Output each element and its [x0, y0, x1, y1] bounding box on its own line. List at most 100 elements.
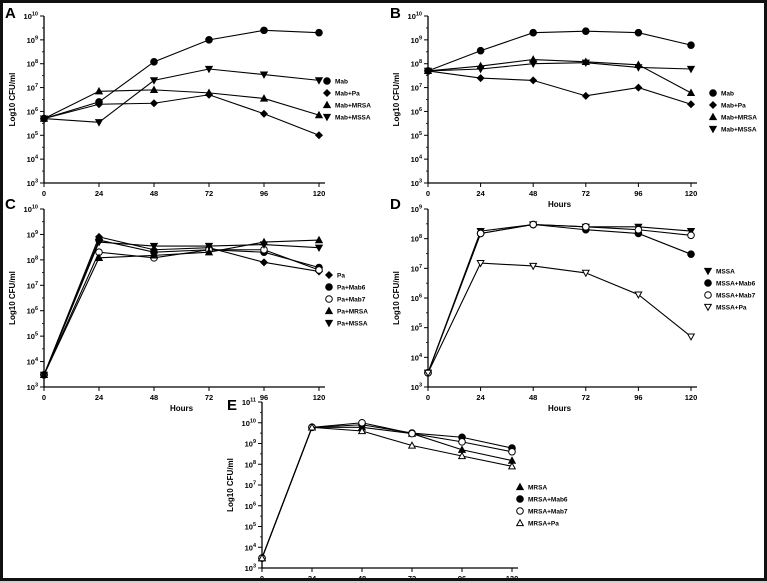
panel-b-legend: Mab Mab+Pa Mab+MRSA Mab+MSSA — [708, 89, 757, 134]
panel-d-data-point — [581, 269, 590, 278]
panel-c-x-tick-label: 48 — [150, 393, 158, 402]
panel-b-x-axis-title: Hours — [548, 200, 572, 209]
panel-d-data-point — [634, 291, 643, 299]
panel-d-data-point — [687, 231, 695, 240]
panel-c-legend-marker — [324, 319, 334, 328]
panel-a-data-point — [259, 71, 269, 79]
panel-d-y-axis-title: Log10 CFU/ml — [392, 271, 401, 325]
panel-a-y-tick-label: 109 — [27, 35, 38, 45]
panel-c-legend-marker — [324, 306, 334, 315]
panel-d-legend-marker — [703, 303, 713, 312]
panel-a-series-3 — [39, 65, 324, 127]
panel-c-y-tick-label: 105 — [27, 332, 38, 342]
panel-b-x-tick-label: 72 — [582, 189, 590, 198]
panel-e-legend-marker — [515, 482, 525, 491]
panel-a-x-tick-label: 120 — [313, 189, 326, 198]
panel-c-series-line — [43, 241, 320, 376]
panel-c-data-point — [149, 251, 159, 259]
panel-b-x-tick-label: 120 — [685, 189, 698, 198]
panel-e-legend-marker — [516, 495, 524, 503]
panel-b-data-point — [686, 65, 696, 74]
panel-d: D 103 104 105 106 107 108 109 0 24 48 72 96 120 Hours L… — [390, 196, 756, 413]
panel-a-y-tick-label: 107 — [27, 83, 38, 93]
panel-b-data-point — [634, 64, 643, 72]
panel-a-series-line — [43, 29, 320, 120]
panel-d-series-1 — [424, 220, 695, 377]
panel-e-x-tick-label: 48 — [358, 574, 366, 578]
panel-b-legend-label: Mab — [721, 91, 734, 98]
panel-e-y-tick-label: 1010 — [242, 418, 256, 428]
panel-c-data-point — [204, 247, 214, 256]
panel-d-data-point — [476, 259, 485, 268]
figure-canvas: A 103 104 105 106 107 108 109 1010 0 24 48 72 96 120 Lo… — [5, 5, 757, 583]
panel-b-series-line — [427, 62, 692, 72]
panel-c-series-line — [43, 236, 320, 376]
panel-d-data-point — [687, 250, 695, 258]
panel-b-legend-marker — [708, 112, 718, 121]
panel-b-legend-label: Mab+MRSA — [721, 115, 757, 122]
panel-b-legend-marker — [708, 100, 718, 110]
panel-c-series-line — [43, 249, 320, 376]
panel-e-data-point — [357, 426, 367, 435]
panel-b-y-tick-label: 106 — [411, 107, 422, 117]
panel-d-data-point — [529, 262, 538, 271]
panel-a-legend-marker — [322, 88, 332, 98]
panel-b-x-tick-label: 24 — [476, 189, 485, 198]
panel-e-series-3 — [257, 423, 517, 562]
panel-b-x-tick-label: 0 — [426, 189, 430, 198]
panel-a-data-point — [39, 115, 49, 123]
panel-d-legend-label: MSSA+Mab6 — [716, 281, 756, 288]
panel-e-data-point — [457, 451, 467, 460]
panel-b-data-point — [581, 91, 590, 100]
panel-b-x-tick-label: 96 — [634, 189, 642, 198]
panel-a-x-tick-label: 0 — [42, 189, 46, 198]
panel-c-x-tick-label: 24 — [95, 393, 104, 402]
panel-c-series-4 — [39, 238, 324, 380]
panel-d-data-point — [686, 227, 696, 236]
panel-b-data-point — [529, 60, 538, 69]
panel-a-data-point — [205, 36, 213, 44]
panel-a-data-point — [314, 110, 324, 119]
panel-b-y-tick-label: 103 — [411, 179, 422, 189]
panel-c-x-tick-label: 96 — [260, 393, 268, 402]
panel-e-x-tick-label: 72 — [408, 574, 416, 578]
panel-e-data-point — [507, 461, 517, 470]
panel-c-y-tick-label: 103 — [27, 383, 38, 393]
panel-d-legend-label: MSSA+Mab7 — [716, 293, 756, 300]
panel-a-data-point — [314, 77, 324, 85]
panel-b-y-tick-label: 107 — [411, 83, 422, 93]
panel-e-y-tick-label: 104 — [245, 543, 257, 553]
panel-b-series-line — [427, 58, 692, 94]
panel-d-series-line — [427, 223, 692, 374]
panel-b-data-point — [686, 100, 696, 109]
panel-e-data-point — [408, 429, 416, 438]
panel-a-y-tick-label: 1010 — [24, 12, 38, 22]
panel-c-y-tick-label: 107 — [27, 281, 38, 291]
panel-e-letter: E — [227, 397, 237, 414]
panel-c-legend-marker — [325, 295, 333, 303]
panel-b-data-point — [634, 83, 643, 92]
panel-e-y-tick-label: 108 — [245, 460, 256, 470]
panel-d-y-tick-label: 109 — [411, 205, 422, 215]
panel-b-data-point — [476, 65, 485, 74]
panel-a-y-tick-label: 106 — [27, 107, 38, 117]
panel-a-y-tick-label: 103 — [27, 179, 38, 189]
panel-c-data-point — [259, 241, 269, 249]
panel-c-series-line — [43, 239, 320, 376]
panel-c-data-point — [94, 238, 104, 247]
panel-c: C 103 104 105 106 107 108 109 1010 0 24 48 72 96 120 Ho… — [5, 196, 368, 413]
panel-a-legend-label: Mab — [335, 79, 348, 86]
panel-e-legend-label: MRSA+Pa — [528, 521, 559, 528]
panel-b-y-tick-label: 1010 — [408, 12, 422, 22]
panel-a-legend-marker — [322, 100, 332, 109]
panel-e-legend: MRSA MRSA+Mab6 MRSA+Mab7 MRSA+Pa — [515, 482, 568, 528]
panel-a-letter: A — [5, 5, 16, 22]
panel-e-y-tick-label: 106 — [245, 501, 256, 511]
panel-a-x-tick-label: 72 — [205, 189, 213, 198]
panel-c-y-axis-title: Log10 CFU/ml — [8, 271, 17, 325]
panel-c-legend-marker — [325, 283, 333, 291]
panel-a-legend-marker — [322, 113, 332, 122]
panel-c-series-2 — [40, 245, 323, 379]
panel-b-y-tick-label: 108 — [411, 59, 422, 69]
